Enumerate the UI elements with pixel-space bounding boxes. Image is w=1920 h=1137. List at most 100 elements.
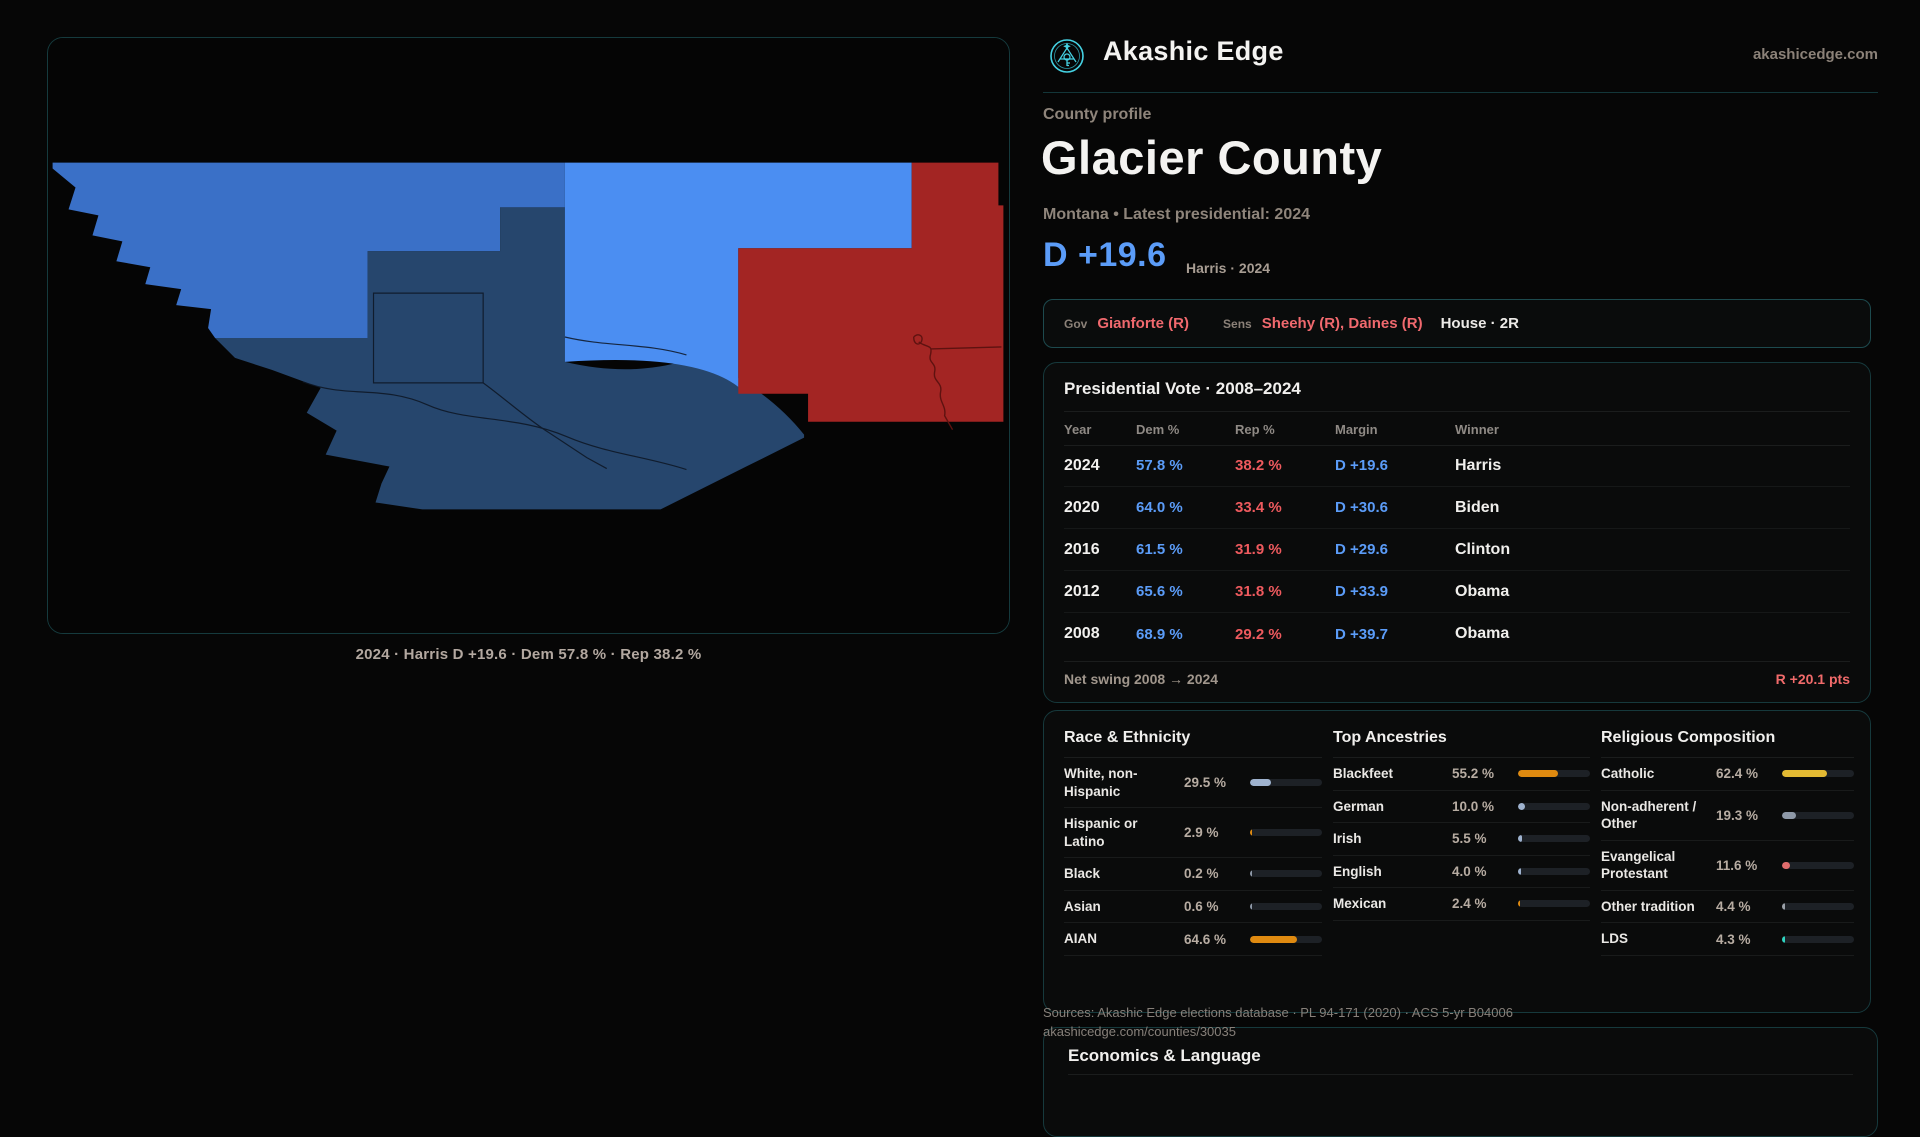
stat-label: Non-adherent / Other	[1601, 798, 1697, 832]
map-region-west[interactable]	[52, 162, 565, 338]
stat-row: Black 0.2 %	[1064, 858, 1322, 891]
stat-label: Evangelical Protestant	[1601, 848, 1676, 882]
table-cell: Harris	[1455, 456, 1502, 474]
stat-row: Hispanic or Latino 2.9 %	[1064, 808, 1322, 859]
precinct-margin-map	[48, 38, 1009, 633]
presidential-vote-card: Presidential Vote · 2008–2024 Year Dem % R…	[1043, 362, 1871, 703]
presidential-table-row: 2020 64.0 % 33.4 % D +30.6 Biden	[1064, 487, 1850, 529]
map-region-center[interactable]	[215, 207, 805, 510]
column-header: Dem %	[1136, 421, 1180, 437]
stat-row: Asian 0.6 %	[1064, 891, 1322, 924]
stat-row: Other tradition 4.4 %	[1601, 891, 1854, 924]
brand-domain-link[interactable]: akashicedge.com	[1752, 46, 1878, 63]
stat-bar-track	[1518, 900, 1590, 908]
stat-label: White, non-Hispanic	[1064, 766, 1138, 799]
stat-row: Irish 5.5 %	[1333, 823, 1590, 856]
column-header: Winner	[1455, 421, 1499, 437]
gov-label: Gov	[1064, 316, 1088, 331]
net-swing-value: R +20.1 pts	[1775, 670, 1850, 687]
stat-bar-track	[1782, 935, 1854, 943]
stat-bar-track	[1250, 903, 1322, 910]
table-cell: Biden	[1455, 498, 1500, 516]
sources-note: Sources: Akashic Edge elections database…	[1043, 1005, 1513, 1020]
presidential-table-body: 2024 57.8 % 38.2 % D +19.6 Harris 2020 64.0 % 3…	[1064, 445, 1850, 655]
permalink[interactable]: akashicedge.com/counties/30035	[1043, 1024, 1236, 1039]
stat-bar-fill	[1782, 770, 1827, 778]
stat-bar-fill	[1250, 903, 1252, 910]
table-cell: 2016	[1064, 540, 1100, 558]
table-cell: Obama	[1455, 582, 1510, 600]
presidential-vote-title: Presidential Vote · 2008–2024	[1064, 379, 1301, 398]
table-cell: 2024	[1064, 456, 1100, 474]
stat-value: 5.5 %	[1452, 831, 1487, 847]
stat-label: German	[1333, 798, 1385, 814]
stat-bar-track	[1782, 903, 1854, 910]
stat-value: 11.6 %	[1716, 857, 1758, 873]
stat-label: Hispanic or Latino	[1064, 816, 1138, 849]
sens-value: Sheehy (R), Daines (R)	[1261, 315, 1423, 332]
stat-bar-fill	[1250, 829, 1253, 837]
religious-composition-section: Religious Composition Catholic 62.4 % Non-a…	[1601, 711, 1854, 1012]
stat-value: 0.6 %	[1184, 899, 1219, 914]
presidential-table-row: 2012 65.6 % 31.8 % D +33.9 Obama	[1064, 571, 1850, 613]
stat-value: 4.3 %	[1716, 931, 1751, 947]
column-header: Year	[1064, 421, 1092, 437]
stat-bar-track	[1518, 802, 1590, 810]
stat-label: English	[1333, 863, 1382, 879]
akashic-edge-logo-icon[interactable]	[1049, 38, 1085, 74]
stat-bar-track	[1782, 861, 1854, 869]
stat-row: AIAN 64.6 %	[1064, 923, 1322, 956]
map-region-east[interactable]	[738, 162, 1004, 422]
house-value: House · 2R	[1440, 315, 1519, 332]
economics-language-title: Economics & Language	[1068, 1046, 1261, 1065]
stat-label: Other tradition	[1601, 898, 1695, 914]
stat-bar-track	[1518, 770, 1590, 778]
stat-bar-track	[1782, 770, 1854, 778]
stat-label: Black	[1064, 866, 1101, 882]
stat-bar-fill	[1250, 935, 1297, 943]
sens-label: Sens	[1223, 316, 1252, 331]
stat-value: 2.4 %	[1452, 896, 1487, 912]
divider	[1064, 445, 1850, 446]
divider	[1068, 1074, 1853, 1075]
table-cell: 2012	[1064, 582, 1100, 600]
presidential-table-row: 2024 57.8 % 38.2 % D +19.6 Harris	[1064, 445, 1850, 487]
table-cell: 38.2 %	[1235, 457, 1282, 474]
stat-bar-track	[1250, 870, 1322, 878]
column-header: Margin	[1335, 421, 1378, 437]
table-cell: Clinton	[1455, 540, 1511, 558]
stat-label: Catholic	[1601, 766, 1655, 781]
economics-language-card: Economics & Language	[1043, 1027, 1878, 1137]
net-swing-row: Net swing 2008 → 2024 R +20.1 pts	[1064, 661, 1850, 695]
stat-value: 4.0 %	[1452, 863, 1487, 879]
table-cell: 29.2 %	[1235, 625, 1282, 643]
stat-bar-fill	[1518, 802, 1526, 810]
stat-bar-track	[1250, 935, 1322, 943]
headline-margin-value: D +19.6	[1043, 236, 1167, 274]
table-cell: 64.0 %	[1136, 499, 1183, 516]
stat-bar-fill	[1782, 861, 1791, 869]
stat-value: 29.5 %	[1184, 775, 1227, 791]
section-title: Race & Ethnicity	[1064, 711, 1322, 758]
stat-value: 19.3 %	[1716, 807, 1759, 823]
county-map-card	[47, 37, 1010, 634]
officials-bar: Gov Gianforte (R) Sens Sheehy (R), Daine…	[1043, 299, 1871, 348]
stat-bar-fill	[1250, 779, 1272, 787]
stat-row: English 4.0 %	[1333, 856, 1590, 889]
stat-bar-track	[1518, 867, 1590, 875]
divider	[1064, 411, 1850, 412]
stat-bar-track	[1782, 811, 1854, 819]
table-cell: 2020	[1064, 498, 1100, 516]
table-cell: D +30.6	[1335, 499, 1388, 516]
table-cell: 61.5 %	[1136, 541, 1183, 558]
presidential-table-header: Year Dem % Rep % Margin Winner	[1064, 413, 1850, 445]
stat-label: Irish	[1333, 831, 1362, 847]
page-kicker: County profile	[1043, 106, 1152, 123]
stat-row: LDS 4.3 %	[1601, 923, 1854, 956]
stat-bar-track	[1518, 835, 1590, 843]
stat-label: Asian	[1064, 898, 1101, 914]
column-header: Rep %	[1235, 421, 1275, 437]
stat-bar-fill	[1782, 811, 1796, 819]
race-ethnicity-section: Race & Ethnicity White, non-Hispanic 29.5 …	[1064, 711, 1322, 1012]
table-cell: 2008	[1064, 625, 1100, 642]
